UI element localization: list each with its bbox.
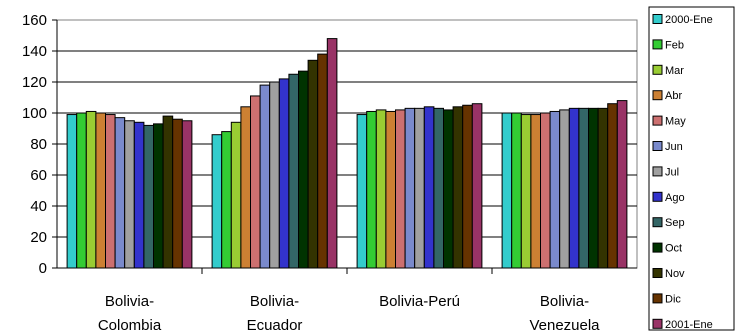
bar xyxy=(143,124,154,269)
bar xyxy=(288,73,299,269)
y-tick-label: 140 xyxy=(22,43,47,60)
legend-label: Nov xyxy=(665,268,685,280)
bar xyxy=(124,120,135,269)
legend-label: Sep xyxy=(665,217,685,229)
bar xyxy=(114,117,126,269)
bar xyxy=(105,114,116,269)
bar xyxy=(153,123,164,269)
bar xyxy=(76,112,87,269)
bar xyxy=(211,134,223,269)
bar xyxy=(250,95,261,269)
bar xyxy=(414,107,425,269)
legend-label: Feb xyxy=(665,39,684,51)
bar xyxy=(259,84,271,269)
bar xyxy=(385,110,396,269)
bar xyxy=(326,38,338,269)
legend-swatch xyxy=(652,166,663,177)
bar xyxy=(230,121,242,269)
bar xyxy=(172,118,183,269)
category-label: Colombia xyxy=(98,317,162,334)
legend-label: Mar xyxy=(665,65,684,77)
bar xyxy=(278,78,290,269)
y-tick-label: 0 xyxy=(39,260,47,277)
bar xyxy=(298,70,309,269)
bar xyxy=(162,115,174,269)
bar xyxy=(221,131,232,269)
legend-swatch xyxy=(652,191,663,202)
category-label: Bolivia-Perú xyxy=(379,293,460,310)
category-label: Bolivia- xyxy=(250,293,299,310)
bar xyxy=(588,107,599,269)
y-tick-label: 60 xyxy=(30,167,47,184)
bar xyxy=(559,109,570,269)
bar xyxy=(356,114,368,269)
legend-swatch xyxy=(652,115,663,126)
bar xyxy=(530,114,542,269)
legend-label: May xyxy=(665,116,686,128)
bar xyxy=(520,114,532,269)
y-tick-label: 100 xyxy=(22,105,47,122)
legend-swatch xyxy=(652,141,663,151)
category-label: Bolivia- xyxy=(105,293,154,310)
bar xyxy=(433,107,444,269)
bar xyxy=(133,121,145,269)
legend-swatch xyxy=(652,268,663,278)
category-label: Bolivia- xyxy=(540,293,589,310)
bar xyxy=(366,110,377,269)
legend-label: Ago xyxy=(665,192,685,204)
legend-label: Jul xyxy=(665,166,679,178)
legend-swatch xyxy=(652,39,663,50)
bar xyxy=(375,109,387,269)
legend-label: Oct xyxy=(665,243,682,255)
legend-label: 2001-Ene xyxy=(665,319,713,331)
bar xyxy=(240,106,251,269)
y-tick-label: 40 xyxy=(30,198,47,215)
legend-label: Jun xyxy=(665,141,683,153)
legend-swatch xyxy=(652,318,663,329)
bar xyxy=(85,110,97,269)
bar xyxy=(269,81,280,269)
bar xyxy=(404,107,416,269)
legend-label: Abr xyxy=(665,90,682,102)
bar xyxy=(452,106,464,269)
legend-swatch xyxy=(652,64,663,75)
bar xyxy=(471,103,483,269)
bar xyxy=(578,107,590,269)
legend-swatch xyxy=(652,293,663,304)
y-tick-label: 80 xyxy=(30,136,47,153)
bar xyxy=(607,103,618,269)
y-tick-label: 20 xyxy=(30,229,47,246)
bar xyxy=(616,100,628,269)
legend-label: 2000-Ene xyxy=(665,14,713,26)
legend-swatch xyxy=(652,242,663,253)
bar xyxy=(501,112,513,269)
bar xyxy=(66,114,78,269)
category-label: Ecuador xyxy=(247,317,303,334)
bar xyxy=(307,59,319,269)
bar xyxy=(395,109,406,269)
bar xyxy=(511,112,522,269)
bar xyxy=(540,112,551,269)
bar xyxy=(423,106,435,269)
bar xyxy=(597,107,609,269)
legend-swatch xyxy=(652,217,663,228)
y-tick-label: 120 xyxy=(22,74,47,91)
legend: 2000-Ene Feb Mar Abr May Jun Jul Ago Sep Oct Nov Di… xyxy=(648,6,735,331)
bar xyxy=(568,107,580,269)
legend-box xyxy=(648,6,735,331)
plot-area: 0 20 40 60 80 100 120 140 160 Bolivia- Colombia Bol… xyxy=(22,12,638,334)
legend-swatch xyxy=(652,90,663,101)
legend-swatch xyxy=(652,14,663,24)
bar xyxy=(462,104,473,269)
bar xyxy=(549,110,561,269)
bar xyxy=(317,53,328,269)
y-tick-label: 160 xyxy=(22,12,47,29)
bar xyxy=(95,112,107,269)
bar xyxy=(443,109,454,269)
legend-label: Dic xyxy=(665,293,681,305)
category-label: Venezuela xyxy=(529,317,600,334)
bar xyxy=(181,120,193,269)
